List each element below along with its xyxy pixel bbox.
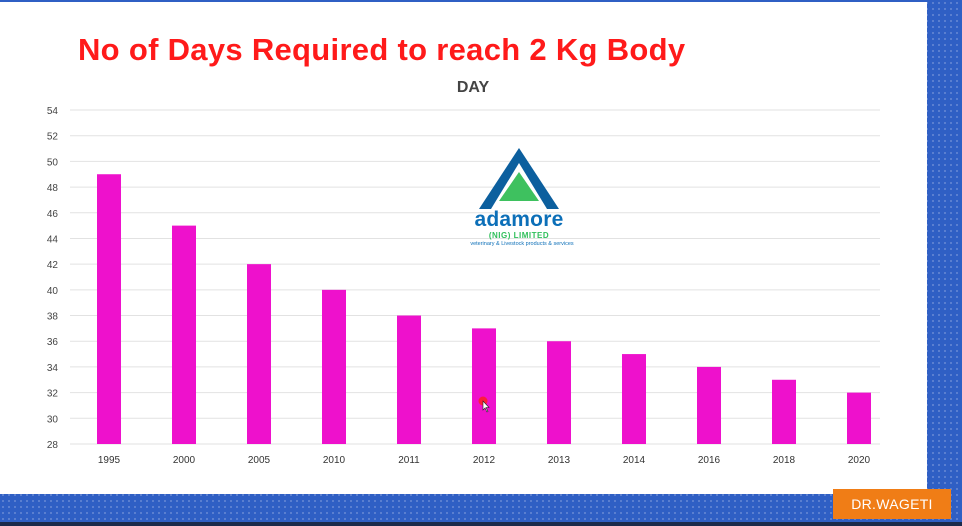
x-tick-label: 2014 <box>623 455 646 466</box>
y-tick-label: 54 <box>47 106 59 117</box>
x-tick-label: 2018 <box>773 455 796 466</box>
y-tick-label: 44 <box>47 234 59 245</box>
y-tick-label: 28 <box>47 440 59 451</box>
bar <box>397 315 421 444</box>
x-tick-label: 1995 <box>98 455 121 466</box>
bar <box>847 392 871 444</box>
company-logo: adamore (NIG) LIMITED veterinary & Lives… <box>452 145 602 255</box>
presenter-label: DR.WAGETI <box>833 489 951 519</box>
y-tick-label: 46 <box>47 209 59 220</box>
y-tick-label: 50 <box>47 157 59 168</box>
slide-title: No of Days Required to reach 2 Kg Body <box>78 32 686 67</box>
slide: No of Days Required to reach 2 Kg Body 2… <box>0 2 927 494</box>
y-tick-label: 30 <box>47 414 59 425</box>
bar-chart: 28 30 32 34 36 38 40 42 44 46 48 50 52 54 1995 2000 2005… <box>47 106 880 466</box>
logo-tagline: veterinary & Livestock products & servic… <box>470 241 574 247</box>
y-tick-label: 48 <box>47 183 59 194</box>
y-tick-label: 52 <box>47 132 59 143</box>
y-tick-label: 32 <box>47 389 59 400</box>
y-tick-label: 42 <box>47 260 59 271</box>
x-tick-label: 2000 <box>173 455 196 466</box>
bar <box>697 366 721 444</box>
x-tick-label: 2013 <box>548 455 571 466</box>
bar <box>322 289 346 444</box>
logo-name: adamore <box>474 208 564 231</box>
x-tick-label: 2020 <box>848 455 871 466</box>
logo-triangle-icon <box>479 148 559 209</box>
bar <box>247 264 271 444</box>
x-tick-label: 2005 <box>248 455 271 466</box>
y-tick-label: 34 <box>47 363 59 374</box>
bar <box>622 354 646 444</box>
x-tick-label: 2016 <box>698 455 721 466</box>
taskbar <box>0 522 962 526</box>
y-tick-label: 38 <box>47 312 59 323</box>
x-tick-label: 2012 <box>473 455 496 466</box>
chart-title: DAY <box>456 79 490 96</box>
mouse-pointer-icon <box>478 396 490 413</box>
bar <box>172 225 196 444</box>
x-tick-label: 2010 <box>323 455 346 466</box>
y-tick-label: 40 <box>47 286 59 297</box>
bar <box>97 174 121 444</box>
y-tick-label: 36 <box>47 337 59 348</box>
x-tick-label: 2011 <box>398 455 420 466</box>
logo-subtitle: (NIG) LIMITED <box>488 231 550 240</box>
bar <box>472 328 496 444</box>
bar <box>547 341 571 444</box>
bar <box>772 379 796 444</box>
